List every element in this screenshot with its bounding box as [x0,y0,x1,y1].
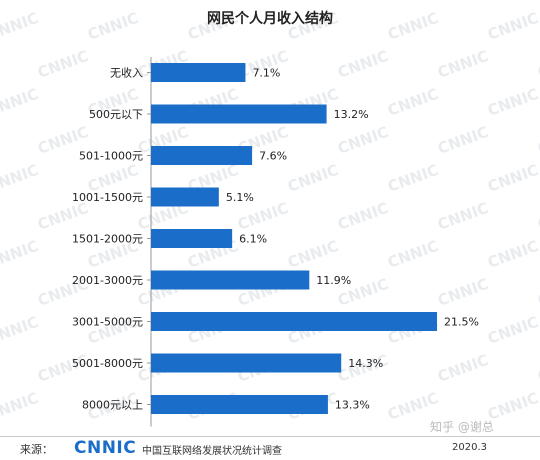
category-label: 3001-5000元 [72,316,143,329]
chart-title: 网民个人月收入结构 [207,11,333,27]
category-label: 2001-3000元 [72,274,143,287]
bar [151,229,233,248]
watermark-text: CNNIC [535,351,540,386]
watermark-text: CNNIC [535,47,540,82]
bar [151,312,437,331]
data-label: 7.1% [252,67,280,80]
source-date: 2020.3 [452,442,487,453]
data-label: 11.9% [316,274,351,287]
data-label: 5.1% [226,191,254,204]
source-org: 中国互联网络发展状况统计调查 [142,446,282,457]
data-label: 21.5% [444,316,479,329]
category-label: 501-1000元 [79,150,143,163]
source-label: 来源： [20,443,53,456]
watermark-text: CNNIC [535,123,540,158]
data-label: 6.1% [239,233,267,246]
data-label: 13.3% [335,399,370,412]
category-label: 500元以下 [89,108,143,121]
bar [151,146,253,165]
category-label: 8000元以上 [82,399,143,412]
data-label: 7.6% [259,150,287,163]
source-footer: 来源： CNNIC 中国互联网络发展状况统计调查 2020.3 [0,436,540,460]
bar [151,187,219,207]
bar [151,63,246,82]
category-label: 1501-2000元 [72,233,143,246]
data-label: 13.2% [334,108,369,121]
category-label: 1001-1500元 [72,191,143,204]
bar [151,104,327,124]
category-label: 5001-8000元 [72,357,143,370]
cnnic-logo: CNNIC [74,438,137,458]
category-label: 无收入 [110,66,143,80]
watermark-credit: 知乎 @谢总 [430,420,494,434]
watermark-text: CNNIC [535,199,540,234]
bar [151,395,328,414]
data-label: 14.3% [348,357,383,370]
bar [151,270,310,290]
bar [151,353,342,373]
watermark-text: CNNIC [535,275,540,310]
